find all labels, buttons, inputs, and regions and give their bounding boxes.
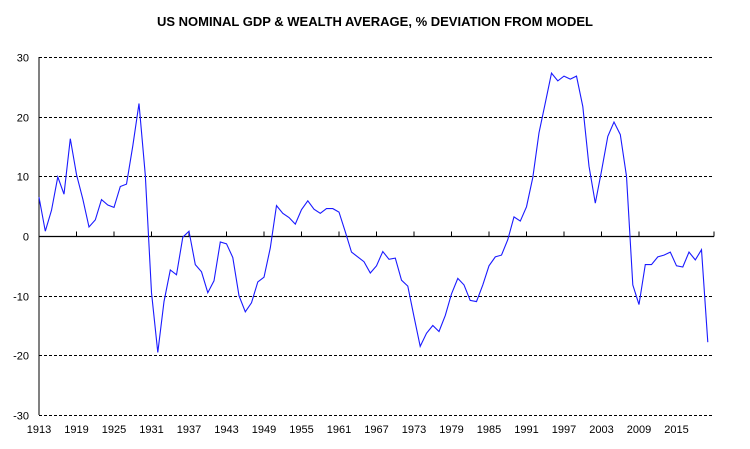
chart-title: US NOMINAL GDP & WEALTH AVERAGE, % DEVIA… xyxy=(157,14,593,29)
y-tick-label: 10 xyxy=(17,172,29,184)
x-tick-label: 1925 xyxy=(102,424,126,436)
series-line xyxy=(38,71,709,353)
y-axis-ticks: 30 20 10 0 -10 -20 -30 xyxy=(13,53,29,423)
x-tick-label: 1973 xyxy=(402,424,426,436)
x-tick-label: 2003 xyxy=(589,424,613,436)
y-tick-label: -30 xyxy=(13,411,29,423)
x-tick-label: 1979 xyxy=(439,424,463,436)
x-axis-ticks: 1913 1919 1925 1931 1937 1943 1949 1955 1961 1967… xyxy=(27,231,715,436)
y-tick-label: 0 xyxy=(23,232,29,244)
x-tick-label: 1937 xyxy=(177,424,201,436)
x-tick-label: 1913 xyxy=(27,424,51,436)
x-tick-label: 1955 xyxy=(289,424,313,436)
x-tick-label: 1931 xyxy=(139,424,163,436)
y-tick-label: -10 xyxy=(13,292,29,304)
x-tick-label: 1985 xyxy=(477,424,501,436)
x-tick-label: 2015 xyxy=(664,424,688,436)
x-tick-label: 1949 xyxy=(252,424,276,436)
x-tick-label: 1967 xyxy=(364,424,388,436)
y-tick-label: -20 xyxy=(13,351,29,363)
x-tick-label: 1943 xyxy=(214,424,238,436)
y-tick-label: 20 xyxy=(17,113,29,125)
x-tick-label: 1919 xyxy=(64,424,88,436)
x-tick-label: 1991 xyxy=(514,424,538,436)
x-tick-label: 1961 xyxy=(327,424,351,436)
y-tick-label: 30 xyxy=(17,53,29,65)
x-tick-label: 1997 xyxy=(552,424,576,436)
x-tick-label: 2009 xyxy=(627,424,651,436)
